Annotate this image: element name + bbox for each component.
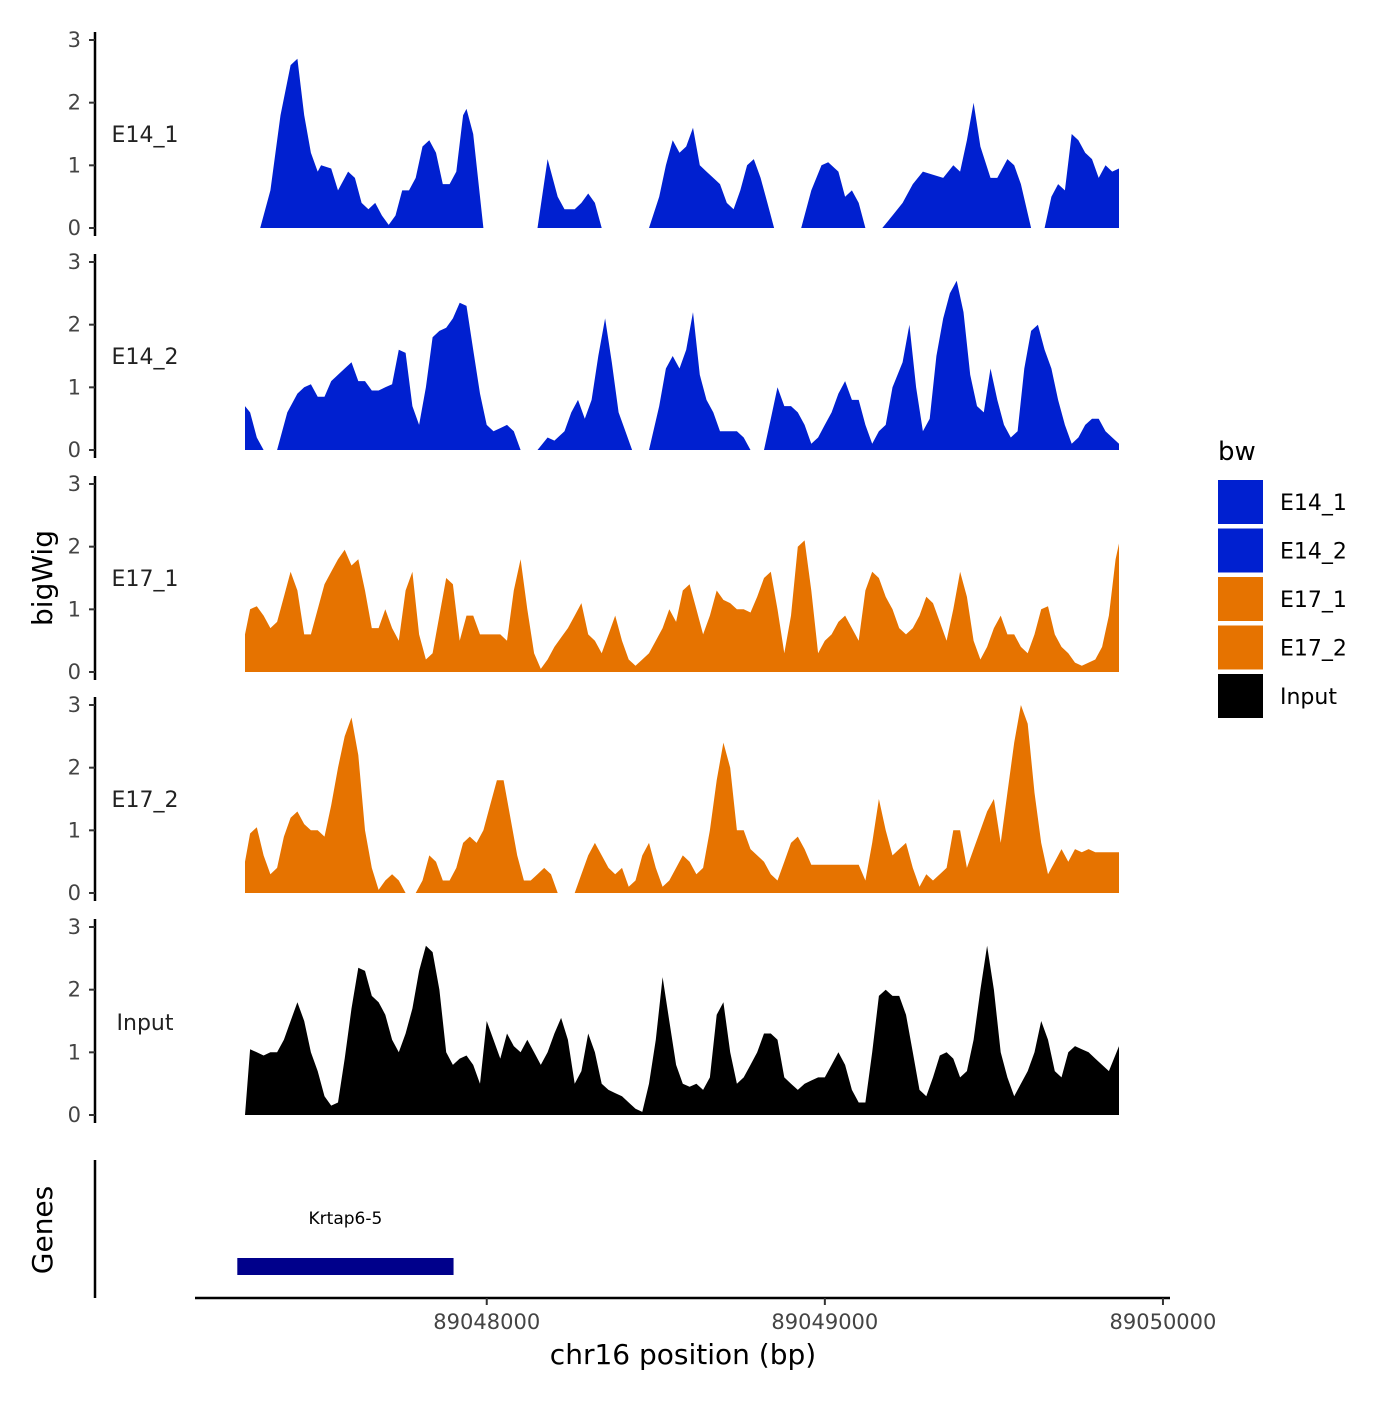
x-tick-label-89050000: 89050000 <box>1110 1310 1217 1334</box>
y-tick-label-E17_1-3: 3 <box>68 472 81 496</box>
y-tick-label-E14_2-2: 2 <box>68 313 81 337</box>
track-E14_1: 0 1 2 3 E14_1 <box>68 28 1119 240</box>
y-tick-label-E17_2-2: 2 <box>68 756 81 780</box>
legend-swatch-E14_1 <box>1218 480 1263 524</box>
track-label-E17_2: E17_2 <box>112 788 179 813</box>
y-tick-label-Input-1: 1 <box>68 1040 81 1064</box>
legend-swatch-Input <box>1218 674 1263 718</box>
area-E17_2 <box>245 705 1119 893</box>
legend-title: bw <box>1218 437 1256 467</box>
area-E14_2 <box>245 280 1119 450</box>
legend-swatch-E17_1 <box>1218 577 1263 621</box>
track-E17_1: 0 1 2 3 E17_1 <box>68 472 1119 684</box>
area-E14_1 <box>260 58 1119 228</box>
y-tick-label-E14_1-2: 2 <box>68 91 81 115</box>
y-tick-label-Input-3: 3 <box>68 915 81 939</box>
area-Input <box>245 945 1119 1115</box>
y-tick-label-E14_2-3: 3 <box>68 250 81 274</box>
gene-label-Krtap6-5: Krtap6-5 <box>309 1209 383 1229</box>
x-axis-title: chr16 position (bp) <box>550 1338 816 1371</box>
track-E14_2: 0 1 2 3 E14_2 <box>68 250 1119 462</box>
y-tick-label-E14_1-1: 1 <box>68 153 81 177</box>
y-tick-label-Input-2: 2 <box>68 978 81 1002</box>
legend-swatch-E14_2 <box>1218 528 1263 573</box>
y-tick-label-E14_1-3: 3 <box>68 28 81 52</box>
y-tick-label-E17_1-2: 2 <box>68 535 81 559</box>
legend: bw E14_1 E14_2 E17_1 E17_2 Input <box>1218 437 1347 718</box>
legend-label-E17_1: E17_1 <box>1280 588 1347 613</box>
y-tick-label-E17_1-1: 1 <box>68 597 81 621</box>
x-tick-label-89049000: 89049000 <box>771 1310 878 1334</box>
y-axis-title: bigWig <box>26 530 59 626</box>
legend-label-Input: Input <box>1280 685 1337 710</box>
gene-bar-Krtap6-5 <box>237 1258 454 1275</box>
track-label-E14_1: E14_1 <box>112 123 179 148</box>
y-tick-label-E17_2-0: 0 <box>68 881 81 905</box>
y-tick-label-E14_2-1: 1 <box>68 375 81 399</box>
legend-label-E14_1: E14_1 <box>1280 491 1347 516</box>
y-tick-label-Input-0: 0 <box>68 1103 81 1127</box>
x-axis: 89048000 89049000 89050000 <box>195 1296 1217 1334</box>
track-E17_2: 0 1 2 3 E17_2 <box>68 693 1119 905</box>
genes-axis-title: Genes <box>26 1186 59 1274</box>
y-tick-label-E17_1-0: 0 <box>68 660 81 684</box>
y-tick-label-E17_2-1: 1 <box>68 818 81 842</box>
y-tick-label-E14_2-0: 0 <box>68 438 81 462</box>
track-panels: 0 1 2 3 E14_1 0 1 2 3 E14_2 0 1 2 3 E17_1 0 1 2 3 E17_2 0 1 2 3… <box>68 28 1119 1127</box>
track-Input: 0 1 2 3 Input <box>68 915 1119 1127</box>
legend-label-E17_2: E17_2 <box>1280 637 1347 662</box>
y-tick-label-E14_1-0: 0 <box>68 216 81 240</box>
track-label-E17_1: E17_1 <box>112 567 179 592</box>
genes-panel: Krtap6-5 <box>93 1160 454 1298</box>
legend-label-E14_2: E14_2 <box>1280 540 1347 565</box>
y-tick-label-E17_2-3: 3 <box>68 693 81 717</box>
x-tick-label-89048000: 89048000 <box>433 1310 540 1334</box>
legend-swatch-E17_2 <box>1218 625 1263 670</box>
track-label-E14_2: E14_2 <box>112 345 179 370</box>
area-E17_1 <box>245 540 1119 672</box>
track-label-Input: Input <box>117 1011 174 1036</box>
